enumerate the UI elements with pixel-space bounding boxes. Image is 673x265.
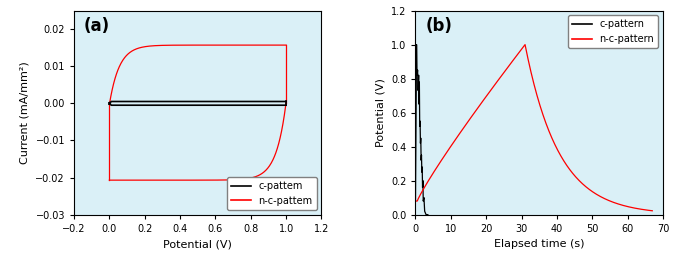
X-axis label: Potential (V): Potential (V) xyxy=(164,239,232,249)
Y-axis label: Current (mA/mm²): Current (mA/mm²) xyxy=(20,61,30,164)
Y-axis label: Potential (V): Potential (V) xyxy=(376,78,386,147)
Legend: c-pattern, n-c-pattern: c-pattern, n-c-pattern xyxy=(568,15,658,48)
Legend: c-pattem, n-c-pattem: c-pattem, n-c-pattem xyxy=(227,177,316,210)
Text: (b): (b) xyxy=(425,17,452,35)
Text: (a): (a) xyxy=(84,17,110,35)
X-axis label: Elapsed time (s): Elapsed time (s) xyxy=(494,239,584,249)
